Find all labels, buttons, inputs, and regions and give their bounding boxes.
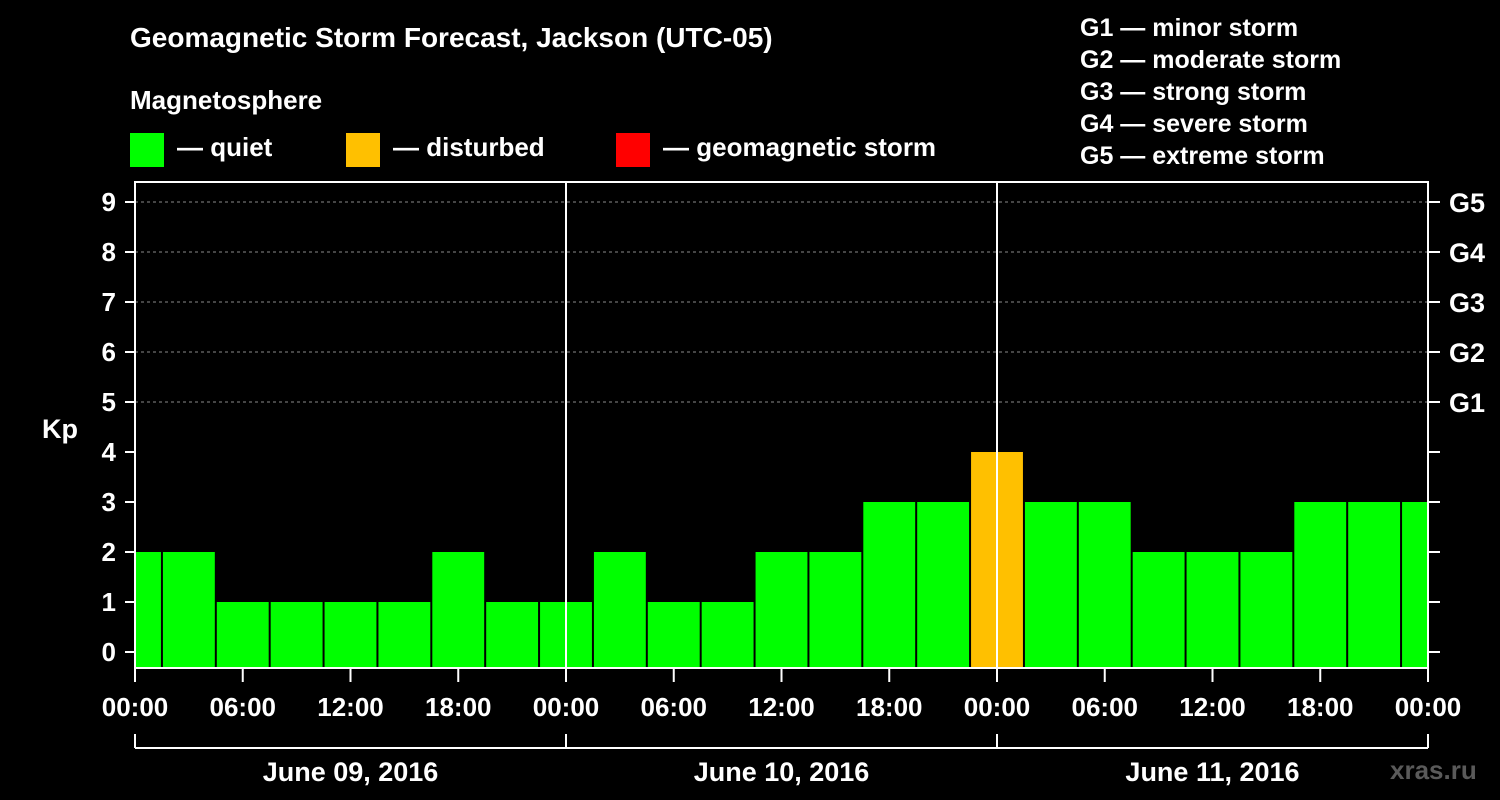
g-label-g3: G3 (1449, 288, 1485, 318)
kp-bar-21 (1240, 552, 1293, 668)
storm-scale-g5: G5 — extreme storm (1080, 142, 1325, 170)
storm-scale-g1: G1 — minor storm (1080, 14, 1299, 42)
kp-bar-2 (216, 602, 269, 668)
kp-bar-4 (324, 602, 377, 668)
kp-bar-3 (270, 602, 323, 668)
y-tick-label-1: 1 (102, 587, 116, 617)
x-tick-label-11: 18:00 (1287, 692, 1354, 722)
g-label-g2: G2 (1449, 338, 1485, 368)
x-tick-label-3: 18:00 (425, 692, 492, 722)
kp-bar-13 (809, 552, 862, 668)
date-label-2: June 11, 2016 (1125, 757, 1299, 787)
y-tick-label-4: 4 (102, 437, 117, 467)
date-label-0: June 09, 2016 (263, 757, 439, 787)
x-tick-label-10: 12:00 (1179, 692, 1246, 722)
x-tick-label-0: 00:00 (102, 692, 169, 722)
legend-label-quiet: — quiet (177, 132, 273, 162)
y-tick-label-0: 0 (102, 637, 116, 667)
kp-bar-22 (1294, 502, 1347, 668)
y-tick-label-9: 9 (102, 187, 116, 217)
kp-bar-20 (1186, 552, 1239, 668)
kp-bar-19 (1132, 552, 1185, 668)
kp-bar-0 (136, 552, 161, 668)
kp-bar-14 (863, 502, 916, 668)
x-tick-label-1: 06:00 (210, 692, 277, 722)
kp-bar-9 (593, 552, 646, 668)
x-tick-label-12: 00:00 (1395, 692, 1462, 722)
legend-heading: Magnetosphere (130, 85, 323, 115)
y-tick-label-3: 3 (102, 487, 116, 517)
kp-bar-7 (486, 602, 539, 668)
x-tick-label-8: 00:00 (964, 692, 1031, 722)
legend-swatch-disturbed (346, 133, 380, 167)
x-tick-label-6: 12:00 (748, 692, 815, 722)
storm-scale-g4: G4 — severe storm (1080, 110, 1308, 138)
y-tick-label-7: 7 (102, 287, 116, 317)
kp-bar-6 (432, 552, 485, 668)
g-label-g1: G1 (1449, 388, 1485, 418)
legend-label-storm: — geomagnetic storm (663, 132, 937, 162)
x-tick-label-9: 06:00 (1072, 692, 1139, 722)
storm-scale-g3: G3 — strong storm (1080, 78, 1307, 106)
chart-title: Geomagnetic Storm Forecast, Jackson (UTC… (130, 22, 773, 53)
y-tick-label-6: 6 (102, 337, 116, 367)
legend-label-disturbed: — disturbed (393, 132, 545, 162)
kp-bar-12 (755, 552, 808, 668)
y-axis-label: Kp (42, 414, 78, 444)
x-tick-label-2: 12:00 (317, 692, 384, 722)
kp-bar-24 (1402, 502, 1427, 668)
kp-bar-15 (917, 502, 970, 668)
g-label-g5: G5 (1449, 188, 1485, 218)
g-label-g4: G4 (1449, 238, 1485, 268)
kp-bar-5 (378, 602, 431, 668)
kp-bar-18 (1078, 502, 1131, 668)
kp-bar-10 (647, 602, 700, 668)
y-tick-label-8: 8 (102, 237, 116, 267)
x-tick-label-4: 00:00 (533, 692, 600, 722)
legend-swatch-storm (616, 133, 650, 167)
y-tick-label-5: 5 (102, 387, 116, 417)
x-tick-label-7: 18:00 (856, 692, 923, 722)
legend-swatch-quiet (130, 133, 164, 167)
date-label-1: June 10, 2016 (694, 757, 870, 787)
kp-bar-11 (701, 602, 754, 668)
watermark: xras.ru (1390, 755, 1477, 785)
kp-bar-17 (1024, 502, 1077, 668)
kp-bar-23 (1348, 502, 1401, 668)
y-tick-label-2: 2 (102, 537, 116, 567)
kp-bar-1 (162, 552, 215, 668)
storm-scale-g2: G2 — moderate storm (1080, 46, 1342, 74)
x-tick-label-5: 06:00 (641, 692, 708, 722)
